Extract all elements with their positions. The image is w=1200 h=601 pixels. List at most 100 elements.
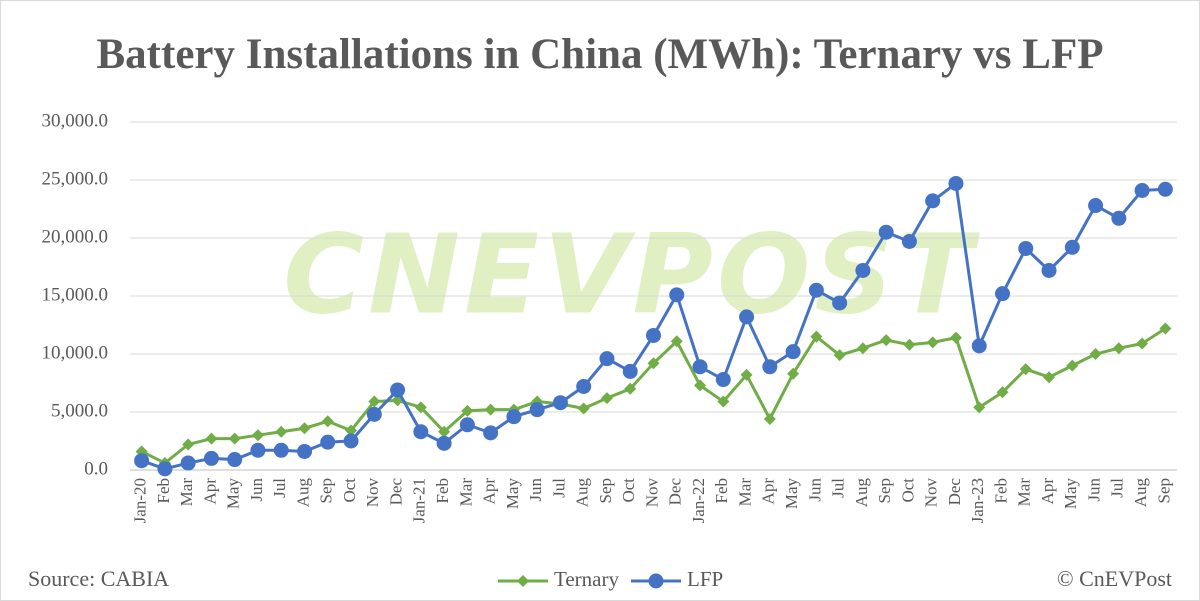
x-tick-label: Jan-21 <box>410 478 429 523</box>
data-point <box>275 425 288 438</box>
data-point <box>763 412 776 425</box>
data-point <box>576 378 592 394</box>
data-point <box>227 452 243 468</box>
data-point <box>414 401 427 414</box>
data-point <box>740 368 753 381</box>
source-note: Source: CABIA <box>28 566 169 591</box>
data-point <box>948 175 964 191</box>
data-point <box>855 262 871 278</box>
data-point <box>250 442 266 458</box>
data-point <box>971 338 987 354</box>
data-point <box>808 282 824 298</box>
data-point <box>624 382 637 395</box>
data-point <box>973 401 986 414</box>
data-point <box>600 392 613 405</box>
y-tick-label: 20,000.0 <box>42 226 109 247</box>
data-point <box>1159 322 1172 335</box>
data-point <box>856 342 869 355</box>
y-tick-label: 25,000.0 <box>42 168 109 189</box>
data-point <box>949 331 962 344</box>
data-point <box>810 330 823 343</box>
data-point <box>461 404 474 417</box>
data-point <box>622 363 638 379</box>
data-point <box>251 429 264 442</box>
x-tick-label: Jan-20 <box>131 478 150 523</box>
x-tick-label: Aug <box>573 478 592 508</box>
x-tick-label: Feb <box>712 478 731 504</box>
x-tick-label: Mar <box>735 478 754 507</box>
x-tick-label: Nov <box>363 478 382 508</box>
data-point <box>552 395 568 411</box>
x-tick-label: Aug <box>852 478 871 508</box>
x-tick-label: May <box>224 478 243 510</box>
x-tick-label: Jun <box>247 478 266 502</box>
data-point <box>901 233 917 249</box>
data-point <box>1018 240 1034 256</box>
data-point <box>483 425 499 441</box>
data-point <box>459 417 475 433</box>
x-tick-label: Oct <box>340 478 359 503</box>
data-point <box>390 382 406 398</box>
data-point <box>577 402 590 415</box>
data-point <box>694 379 707 392</box>
y-tick-label: 0.0 <box>84 458 108 479</box>
x-tick-label: Aug <box>293 478 312 508</box>
data-point <box>599 351 615 367</box>
x-tick-label: Sep <box>596 478 615 504</box>
data-point <box>1134 182 1150 198</box>
x-tick-label: Jan-23 <box>968 478 987 523</box>
x-tick-label: Mar <box>177 478 196 507</box>
data-point <box>833 349 846 362</box>
data-point <box>1089 348 1102 360</box>
x-tick-label: Oct <box>898 478 917 503</box>
x-tick-label: Jun <box>526 478 545 502</box>
data-point <box>762 359 778 375</box>
data-point <box>1064 239 1080 255</box>
data-point <box>715 372 731 388</box>
data-point <box>995 286 1010 302</box>
data-point <box>1157 181 1173 197</box>
data-point <box>343 433 359 449</box>
data-point <box>366 406 382 422</box>
data-point <box>646 327 661 343</box>
watermark: CNEVPOST <box>283 210 980 338</box>
x-tick-label: Jul <box>1108 478 1127 498</box>
y-tick-label: 10,000.0 <box>42 342 109 363</box>
x-tick-label: Nov <box>642 478 661 508</box>
x-tick-label: Feb <box>154 478 173 504</box>
data-point <box>345 424 358 437</box>
data-point <box>717 395 730 408</box>
data-point <box>436 435 452 451</box>
x-tick-label: Jun <box>1084 478 1103 502</box>
data-point <box>880 334 893 347</box>
data-point <box>182 438 195 451</box>
data-point <box>1066 359 1079 372</box>
data-point <box>368 395 381 408</box>
x-tick-label: May <box>1061 478 1080 510</box>
x-tick-label: Jul <box>829 478 848 498</box>
data-point <box>1019 363 1032 376</box>
x-tick-label: Mar <box>1015 478 1034 507</box>
data-point <box>157 461 173 477</box>
x-tick-label: Apr <box>480 478 499 505</box>
x-tick-label: Feb <box>433 478 452 504</box>
data-point <box>903 338 916 351</box>
data-point <box>1043 371 1056 384</box>
data-point <box>785 344 801 360</box>
data-point <box>647 357 660 370</box>
data-point <box>832 295 848 311</box>
x-tick-label: Feb <box>991 478 1010 504</box>
data-point <box>669 287 685 303</box>
data-point <box>506 409 522 425</box>
data-point <box>180 455 196 471</box>
data-point <box>926 336 939 349</box>
x-tick-label: Apr <box>200 478 219 505</box>
x-tick-label: Apr <box>759 478 778 505</box>
x-tick-label: Jan-22 <box>689 478 708 523</box>
x-tick-label: Jul <box>270 478 289 498</box>
x-tick-label: Aug <box>1131 478 1150 508</box>
x-tick-label: Sep <box>1154 478 1173 504</box>
data-point <box>692 359 708 375</box>
